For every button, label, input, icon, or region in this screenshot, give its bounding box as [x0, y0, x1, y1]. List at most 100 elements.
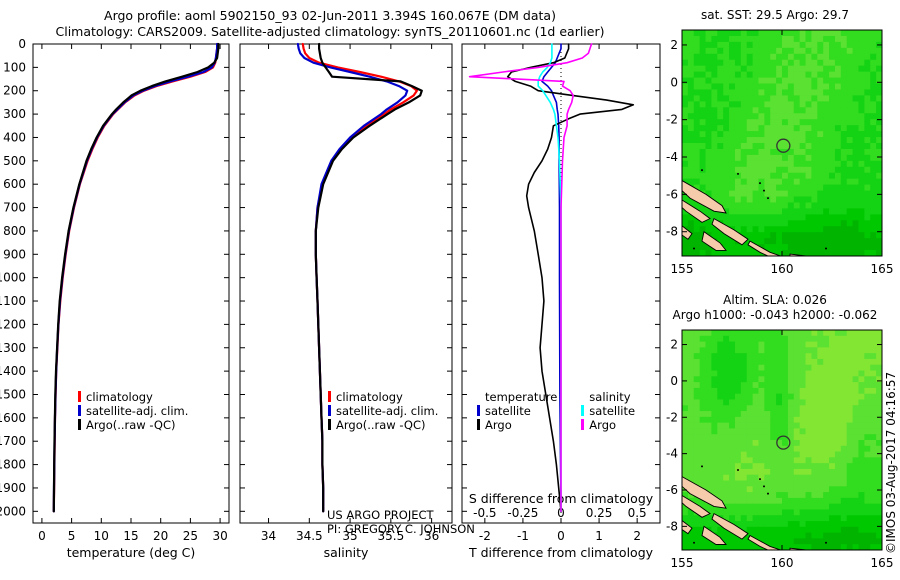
svg-text:T difference from climatology: T difference from climatology — [468, 545, 654, 560]
profile-panels: 0100200300400500600700800900100011001200… — [0, 37, 661, 560]
svg-text:2: 2 — [670, 338, 678, 352]
svg-text:1800: 1800 — [0, 458, 26, 472]
legend-label-satellite: satellite-adj. clim. — [336, 404, 439, 418]
legend-label-argo: Argo(..raw -QC) — [86, 418, 176, 432]
svg-text:-2: -2 — [666, 410, 678, 424]
svg-text:500: 500 — [3, 154, 26, 168]
svg-text:-4: -4 — [666, 447, 678, 461]
svg-text:1400: 1400 — [0, 364, 26, 378]
legend-label-t-satellite: satellite — [485, 404, 531, 418]
legend-label-climatology: climatology — [336, 390, 403, 404]
sst-map-title: sat. SST: 29.5 Argo: 29.7 — [700, 8, 850, 22]
svg-text:0: 0 — [670, 75, 678, 89]
legend-swatch-t-argo — [477, 419, 480, 430]
sla-map-title: Altim. SLA: 0.026 Argo h1000: -0.043 h20… — [660, 293, 890, 323]
svg-text:-2: -2 — [479, 529, 491, 543]
svg-text:600: 600 — [3, 177, 26, 191]
figure-title: Argo profile: aoml 5902150_93 02-Jun-201… — [0, 8, 660, 40]
title-line-1: Argo profile: aoml 5902150_93 02-Jun-201… — [104, 8, 556, 23]
svg-text:5: 5 — [68, 529, 76, 543]
svg-text:34: 34 — [261, 529, 276, 543]
svg-text:1200: 1200 — [0, 317, 26, 331]
copyright-text: ©IMOS 03-Aug-2017 04:16:57 — [884, 371, 898, 554]
svg-text:-2: -2 — [666, 113, 678, 127]
legend-swatch-satellite — [78, 405, 81, 416]
svg-text:-6: -6 — [666, 483, 678, 497]
legend-swatch-satellite — [328, 405, 331, 416]
svg-text:700: 700 — [3, 201, 26, 215]
legend-swatch-s-argo — [581, 419, 585, 430]
svg-text:1500: 1500 — [0, 387, 26, 401]
legend-swatch-t-satellite — [477, 405, 480, 416]
legend-swatch-s-satellite — [581, 405, 585, 416]
project-credit: US ARGO PROJECT PI: GREGORY C. JOHNSON — [327, 508, 475, 536]
svg-text:165: 165 — [871, 262, 894, 276]
svg-text:15: 15 — [123, 529, 138, 543]
svg-text:-8: -8 — [666, 519, 678, 533]
svg-text:0.25: 0.25 — [586, 506, 613, 520]
svg-text:salinity: salinity — [324, 545, 369, 560]
legend-label-s-argo: Argo — [589, 418, 617, 432]
svg-text:35: 35 — [342, 529, 357, 543]
svg-text:-4: -4 — [666, 150, 678, 164]
svg-text:400: 400 — [3, 130, 26, 144]
sst-map: 155 160 165 2 0 -2 -4 -6 -8 — [666, 29, 894, 276]
legend-label-s-satellite: satellite — [589, 404, 636, 418]
temperature-legend: climatology satellite-adj. clim. Argo(..… — [78, 390, 188, 432]
svg-text:35.5: 35.5 — [377, 529, 404, 543]
svg-text:temperature (deg C): temperature (deg C) — [67, 545, 196, 560]
svg-text:1600: 1600 — [0, 411, 26, 425]
svg-text:25: 25 — [183, 529, 198, 543]
svg-text:100: 100 — [3, 60, 26, 74]
svg-text:165: 165 — [871, 556, 894, 570]
svg-text:2000: 2000 — [0, 504, 26, 518]
sla-map: 155 160 165 2 0 -2 -4 -6 -8 — [666, 329, 894, 570]
svg-text:0: 0 — [557, 529, 565, 543]
svg-text:1100: 1100 — [0, 294, 26, 308]
legend-label-argo: Argo(..raw -QC) — [336, 418, 426, 432]
svg-text:1300: 1300 — [0, 341, 26, 355]
svg-text:2: 2 — [633, 529, 641, 543]
svg-text:0: 0 — [670, 374, 678, 388]
title-line-2: Climatology: CARS2009. Satellite-adjuste… — [55, 24, 605, 39]
legend-swatch-argo — [78, 419, 81, 430]
svg-text:-6: -6 — [666, 187, 678, 201]
svg-text:1: 1 — [595, 529, 603, 543]
svg-text:1000: 1000 — [0, 271, 26, 285]
legend-label-satellite: satellite-adj. clim. — [86, 404, 189, 418]
difference-legend-temperature: temperature satellite Argo — [477, 390, 557, 432]
svg-text:155: 155 — [671, 262, 694, 276]
svg-text:0: 0 — [38, 529, 46, 543]
legend-label-climatology: climatology — [86, 390, 153, 404]
svg-text:300: 300 — [3, 107, 26, 121]
svg-text:-8: -8 — [666, 225, 678, 239]
svg-text:160: 160 — [771, 262, 794, 276]
difference-legend: temperature satellite Argo salinity sate… — [477, 390, 657, 432]
sla-title-line-1: Altim. SLA: 0.026 — [723, 293, 827, 307]
svg-text:20: 20 — [153, 529, 168, 543]
svg-text:0: 0 — [18, 37, 26, 51]
svg-text:36: 36 — [424, 529, 439, 543]
sla-title-line-2: Argo h1000: -0.043 h2000: -0.062 — [672, 308, 878, 322]
svg-text:1900: 1900 — [0, 481, 26, 495]
svg-text:2: 2 — [670, 38, 678, 52]
svg-text:900: 900 — [3, 247, 26, 261]
svg-text:800: 800 — [3, 224, 26, 238]
difference-legend-salinity: salinity satellite Argo — [581, 390, 635, 432]
copyright-notice: ©IMOS 03-Aug-2017 04:16:57 — [868, 330, 898, 560]
svg-text:-1: -1 — [517, 529, 529, 543]
salinity-legend: climatology satellite-adj. clim. Argo(..… — [328, 390, 438, 432]
svg-text:-0.5: -0.5 — [473, 506, 496, 520]
legend-swatch-climatology — [78, 391, 81, 402]
svg-text:0.5: 0.5 — [628, 506, 647, 520]
svg-text:200: 200 — [3, 84, 26, 98]
svg-text:155: 155 — [671, 556, 694, 570]
legend-swatch-argo — [328, 419, 331, 430]
svg-text:10: 10 — [94, 529, 109, 543]
credit-line-1: US ARGO PROJECT — [327, 508, 434, 522]
svg-text:160: 160 — [771, 556, 794, 570]
legend-header-temperature: temperature — [485, 390, 558, 404]
svg-text:30: 30 — [212, 529, 227, 543]
legend-swatch-climatology — [328, 391, 331, 402]
credit-line-2: PI: GREGORY C. JOHNSON — [327, 522, 475, 536]
